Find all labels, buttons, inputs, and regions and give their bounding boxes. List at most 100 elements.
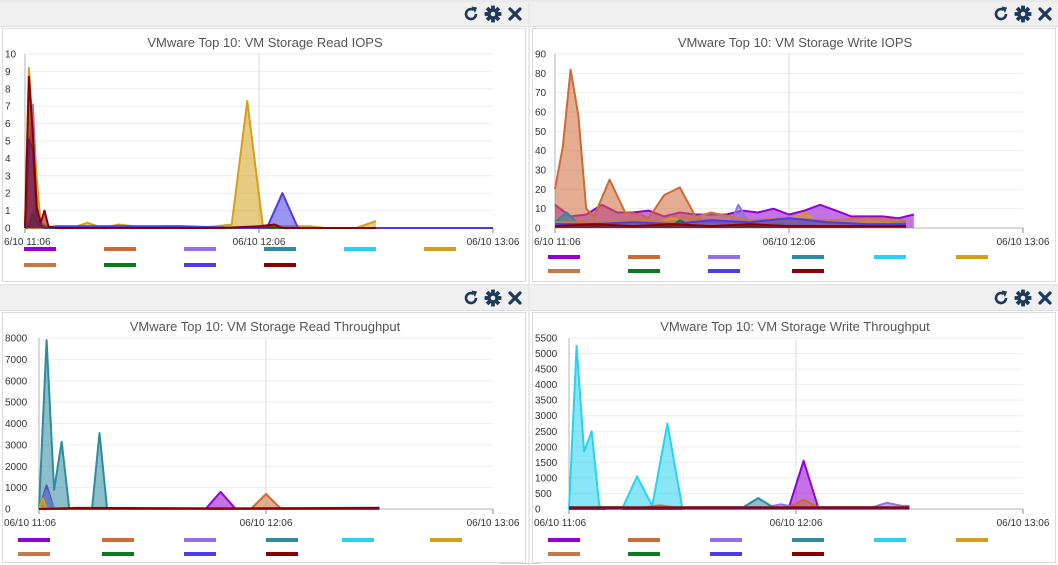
legend-swatch: [792, 538, 824, 542]
chart-title: VMware Top 10: VM Storage Read Throughpu…: [130, 319, 401, 334]
series-line: [568, 344, 910, 510]
chart-read-throughput: VMware Top 10: VM Storage Read Throughpu…: [4, 319, 520, 556]
series-line: [569, 459, 910, 510]
x-tick-label: 06/10 13:06: [467, 518, 520, 529]
panel-header: [530, 2, 1058, 27]
chart-area: VMware Top 10: VM Storage Read IOPS 0 1 2 3 4…: [2, 28, 526, 282]
divider: [500, 563, 540, 564]
x-tick-label: 06/10 13:06: [997, 237, 1050, 248]
gear-icon[interactable]: [1014, 289, 1032, 307]
legend-swatch: [102, 538, 134, 542]
gear-icon[interactable]: [1014, 5, 1032, 23]
legend-swatch: [18, 538, 50, 542]
refresh-icon[interactable]: [992, 289, 1010, 307]
gear-icon[interactable]: [484, 289, 502, 307]
gear-icon[interactable]: [484, 5, 502, 23]
x-tick-label: 06/10 12:06: [233, 237, 286, 248]
legend-swatch: [104, 263, 136, 267]
legend-swatch: [628, 552, 660, 556]
x-tick-label: 06/10 12:06: [240, 518, 293, 529]
refresh-icon[interactable]: [462, 289, 480, 307]
y-tick-label: 0: [5, 505, 11, 516]
y-tick-label: 3000: [5, 440, 28, 451]
panel-toolbar: [462, 289, 524, 307]
close-icon[interactable]: [506, 289, 524, 307]
y-tick-label: 4500: [535, 365, 558, 376]
legend-swatch: [548, 269, 580, 273]
legend-swatch: [184, 263, 216, 267]
y-tick-label: 2500: [535, 427, 558, 438]
panel-toolbar: [992, 289, 1054, 307]
y-tick-label: 70: [535, 88, 547, 99]
y-tick-label: 7000: [5, 355, 28, 366]
panel-header: [0, 286, 528, 311]
legend-swatch: [956, 255, 988, 259]
refresh-icon[interactable]: [992, 5, 1010, 23]
chart-read-iops: VMware Top 10: VM Storage Read IOPS 0 1 2 3 4…: [4, 35, 520, 267]
legend-swatch: [344, 247, 376, 251]
close-icon[interactable]: [506, 5, 524, 23]
legend-swatch: [430, 538, 462, 542]
legend-swatch: [548, 552, 580, 556]
chart-write-throughput: VMware Top 10: VM Storage Write Throughp…: [534, 319, 1050, 556]
series-area: [569, 460, 910, 509]
y-tick-label: 0: [535, 505, 541, 516]
series-area: [569, 345, 910, 509]
series-line: [555, 211, 907, 224]
y-tick-label: 3: [5, 171, 11, 182]
series-line: [554, 223, 906, 228]
y-tick-label: 8: [5, 84, 11, 95]
y-tick-label: 1: [5, 206, 11, 217]
x-tick-label: 06/10 12:06: [763, 237, 816, 248]
x-tick-label: 6/10 11:06: [4, 237, 51, 248]
x-tick-label: 06/10 13:06: [467, 237, 520, 248]
y-tick-label: 2: [5, 189, 11, 200]
legend-swatch: [342, 538, 374, 542]
y-tick-label: 2000: [535, 442, 558, 453]
series-line: [555, 217, 906, 226]
legend-swatch: [18, 552, 50, 556]
series-line: [24, 75, 376, 229]
y-tick-label: 500: [535, 489, 552, 500]
chart-area: VMware Top 10: VM Storage Write IOPS 0 10 2…: [532, 28, 1056, 282]
legend-swatch: [708, 269, 740, 273]
series-line: [38, 339, 380, 510]
y-tick-label: 4000: [5, 419, 28, 430]
series-line: [24, 66, 377, 229]
legend-swatch: [792, 269, 824, 273]
chart-write-iops: VMware Top 10: VM Storage Write IOPS 0 10 2…: [534, 35, 1050, 273]
y-tick-label: 5000: [5, 398, 28, 409]
legend-swatch: [184, 552, 216, 556]
panel-toolbar: [462, 5, 524, 23]
x-tick-label: 6/10 11:06: [534, 237, 581, 248]
legend-swatch: [708, 255, 740, 259]
y-tick-label: 4000: [535, 380, 558, 391]
x-tick-label: 06/10 12:06: [770, 518, 823, 529]
series-area: [25, 76, 376, 228]
refresh-icon[interactable]: [462, 5, 480, 23]
y-tick-label: 0: [5, 224, 11, 235]
panel-header: [0, 2, 528, 27]
legend-swatch: [184, 538, 216, 542]
legend-swatch: [874, 538, 906, 542]
panel-read-throughput: VMware Top 10: VM Storage Read Throughpu…: [0, 286, 528, 565]
y-tick-label: 40: [535, 146, 547, 157]
legend-swatch: [548, 538, 580, 542]
legend-swatch: [710, 538, 742, 542]
close-icon[interactable]: [1036, 289, 1054, 307]
y-tick-label: 10: [535, 204, 547, 215]
legend-swatch: [102, 552, 134, 556]
y-tick-label: 30: [535, 166, 547, 177]
series-area: [25, 67, 376, 229]
close-icon[interactable]: [1036, 5, 1054, 23]
y-tick-label: 6: [5, 119, 11, 130]
series-line: [569, 498, 910, 509]
panel-write-throughput: VMware Top 10: VM Storage Write Throughp…: [530, 286, 1058, 565]
series-line: [569, 497, 910, 509]
series-line: [38, 506, 380, 510]
legend-swatch: [710, 552, 742, 556]
y-tick-label: 2000: [5, 462, 28, 473]
panel-toolbar: [992, 5, 1054, 23]
series-area: [555, 69, 899, 228]
legend-swatch: [424, 247, 456, 251]
